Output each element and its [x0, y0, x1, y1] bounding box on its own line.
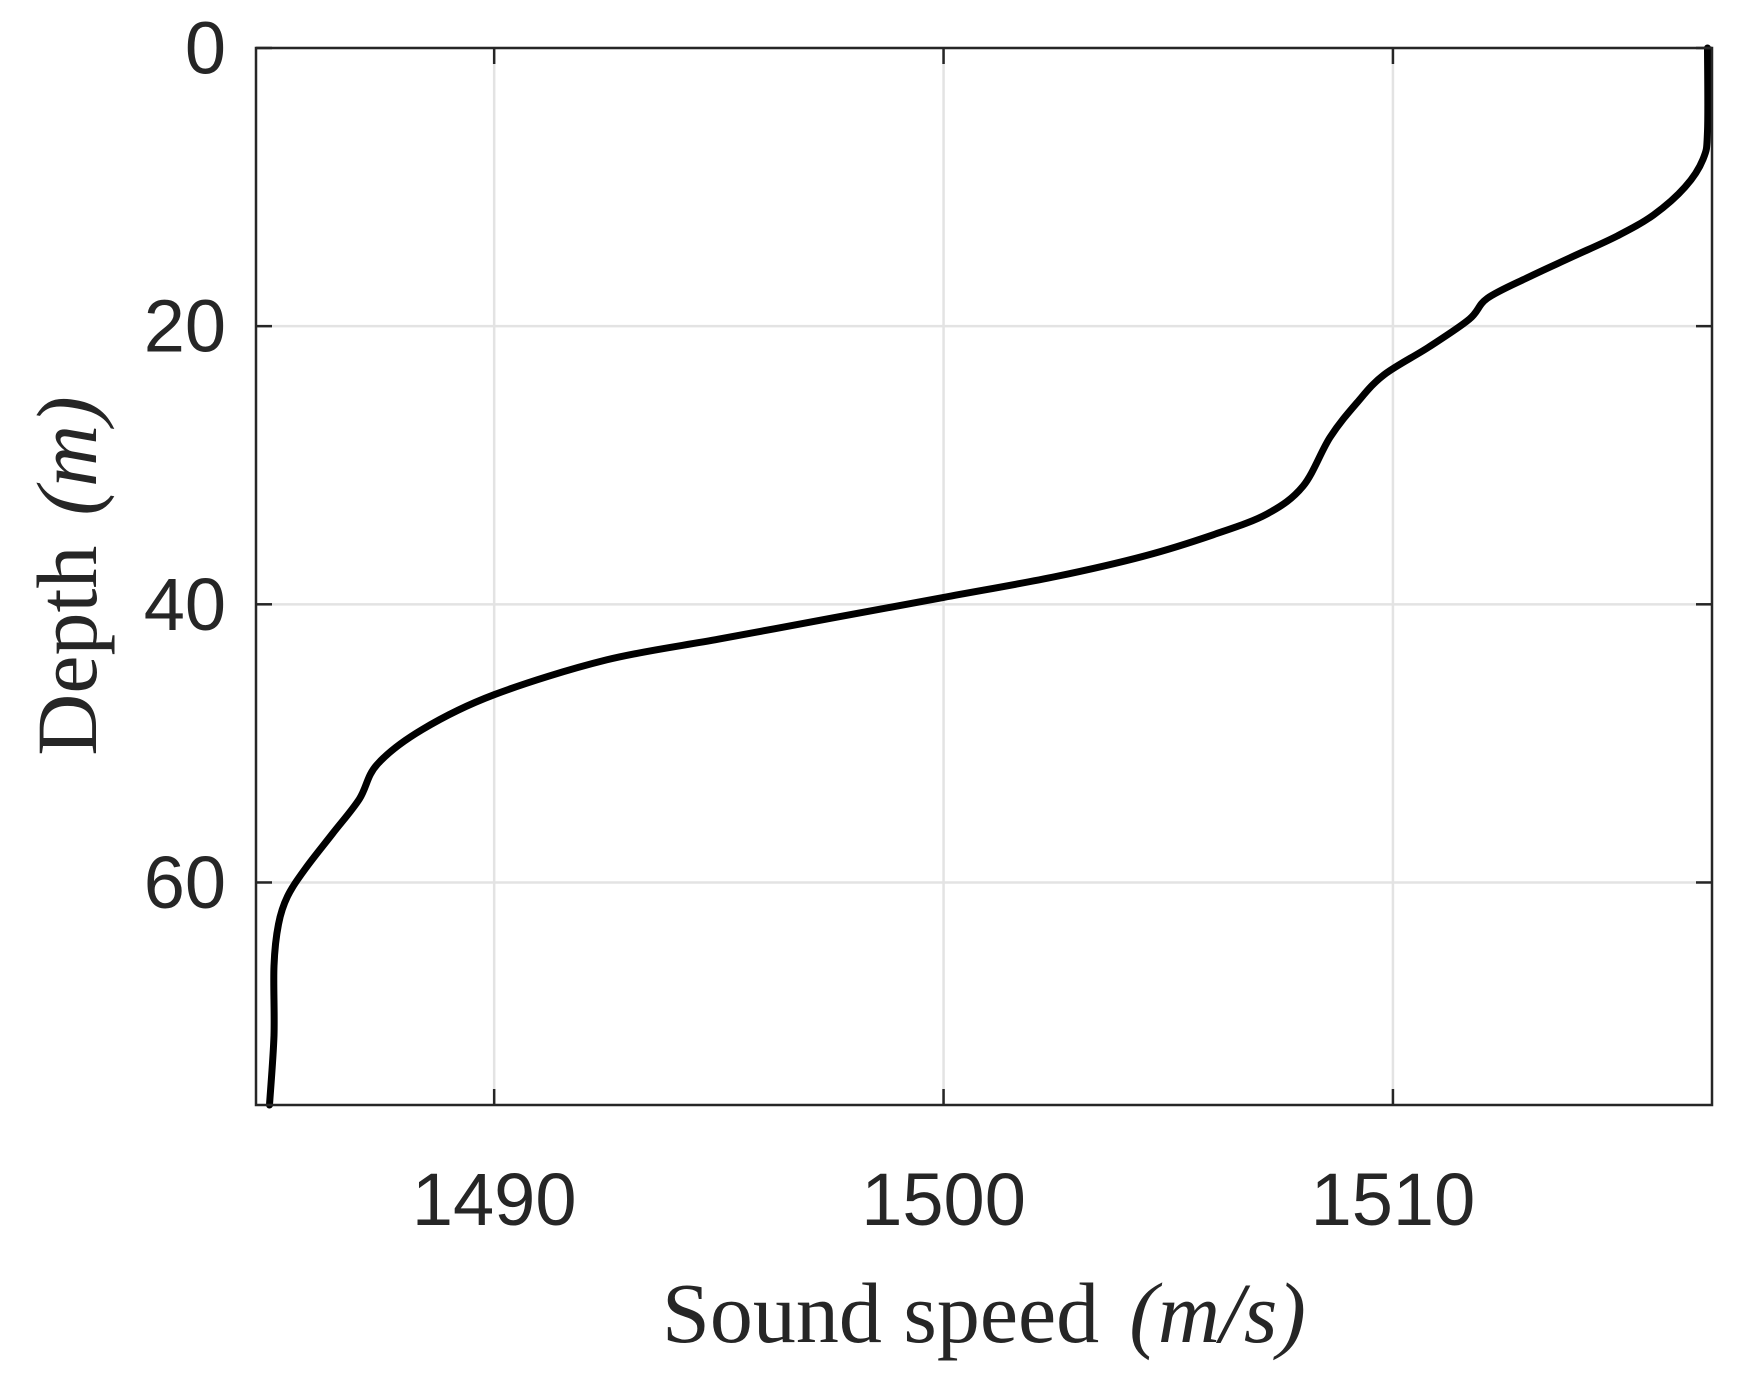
- y-tick-label: 40: [144, 563, 226, 646]
- series-layer: [266, 44, 1712, 1109]
- y-tick-label: 60: [144, 841, 226, 924]
- y-tick-label: 0: [185, 7, 226, 90]
- x-tick-label: 1490: [412, 1158, 577, 1241]
- sound-speed-profile-line: [266, 44, 1712, 1109]
- x-tick-label: 1510: [1311, 1158, 1476, 1241]
- x-axis-label: Sound speed: [662, 1265, 1099, 1361]
- tick-marks: [256, 46, 1712, 1105]
- y-tick-label: 20: [144, 285, 226, 368]
- tick-labels: 1490 1500 1510 0 20 40 60: [144, 7, 1476, 1242]
- y-axis-unit: (m): [19, 396, 115, 515]
- plot-area-frame: [254, 46, 1714, 1107]
- x-tick-label: 1500: [861, 1158, 1026, 1241]
- y-axis-title: Depth (m): [19, 396, 115, 756]
- y-axis-label: Depth: [19, 546, 115, 756]
- x-axis-unit: (m/s): [1129, 1265, 1306, 1361]
- x-axis-title: Sound speed (m/s): [662, 1265, 1306, 1361]
